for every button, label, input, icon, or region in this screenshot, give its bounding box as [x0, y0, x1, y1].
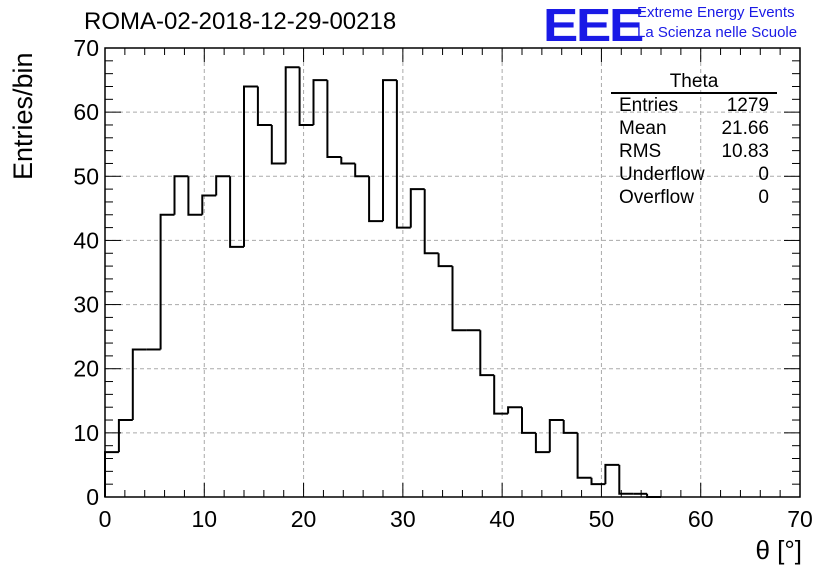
y-tick-label: 30	[73, 292, 99, 318]
eee-logo: EEE	[543, 0, 644, 51]
histogram-bin	[298, 67, 314, 126]
y-tick-label: 20	[73, 356, 99, 382]
stats-label: Entries	[619, 95, 679, 116]
histogram-bin	[354, 163, 370, 178]
stats-row-rms: RMS 10.83	[611, 140, 777, 163]
histogram-bin	[270, 124, 286, 165]
histogram-series	[104, 66, 661, 498]
stats-label: Overflow	[619, 187, 694, 208]
histogram-bin	[340, 157, 356, 165]
histogram-bin	[117, 419, 133, 453]
stats-label: Underflow	[619, 164, 705, 185]
org-name-line1: Extreme Energy Events	[637, 4, 795, 21]
histogram-bin	[507, 406, 522, 414]
histogram-bin	[395, 80, 411, 229]
histogram-bin	[534, 432, 550, 454]
histogram-bin	[576, 432, 592, 479]
histogram-bin	[284, 66, 300, 164]
histogram-bin	[201, 194, 217, 215]
stats-value: 10.83	[721, 141, 769, 162]
histogram-bin	[521, 407, 536, 434]
plot-frame	[104, 47, 801, 498]
org-name-line2: La Scienza nelle Scuole	[637, 24, 798, 41]
histogram-bin	[312, 79, 328, 125]
y-tick-label: 50	[73, 163, 99, 189]
x-tick-label: 40	[489, 506, 515, 532]
x-tick-label: 50	[589, 506, 615, 532]
stats-label: Mean	[619, 118, 667, 139]
stats-row-entries: Entries 1279	[611, 94, 777, 117]
histogram-bin	[173, 175, 189, 215]
histogram-bin	[604, 463, 620, 485]
histogram-bin	[423, 189, 439, 255]
histogram-bin	[229, 176, 244, 248]
x-tick-label: 70	[787, 506, 813, 532]
stats-value: 0	[758, 164, 769, 185]
histogram-bin	[451, 266, 467, 332]
stats-row-mean: Mean 21.66	[611, 117, 777, 140]
x-tick-label: 60	[688, 506, 714, 532]
histogram-bin	[215, 175, 231, 196]
histogram-bin	[548, 419, 564, 453]
stats-box: Theta Entries 1279 Mean 21.66 RMS 10.83 …	[611, 72, 777, 209]
histogram-bin	[479, 330, 495, 377]
stats-value: 0	[758, 187, 769, 208]
stats-value: 21.66	[721, 118, 769, 139]
histogram-bin	[618, 464, 634, 495]
run-title: ROMA-02-2018-12-29-00218	[84, 8, 397, 35]
stats-label: RMS	[619, 141, 662, 162]
stats-title: Theta	[611, 72, 777, 94]
histogram-bin	[187, 176, 203, 216]
histogram-bin	[493, 375, 509, 415]
histogram-bin	[562, 420, 578, 434]
y-tick-label: 10	[73, 420, 99, 446]
x-tick-label: 30	[390, 506, 416, 532]
histogram-bin	[131, 348, 147, 421]
histogram-bin	[326, 80, 342, 159]
stats-row-underflow: Underflow 0	[611, 163, 777, 186]
histogram-bin	[409, 188, 425, 228]
histogram-bin	[382, 79, 397, 222]
histogram-bin	[590, 477, 606, 486]
tick-labels: 0 10 20 30 40 50 60 70 0 10 20 30 40 50 60 70	[73, 35, 812, 532]
x-axis-label: θ [°]	[755, 535, 802, 565]
x-tick-label: 0	[99, 506, 112, 532]
stats-row-overflow: Overflow 0	[611, 186, 777, 209]
y-axis-label: Entries/bin	[8, 52, 38, 180]
y-tick-label: 0	[86, 484, 99, 510]
histogram-bin	[243, 85, 258, 247]
axis-ticks	[104, 47, 801, 498]
plot-frame-rect	[104, 47, 801, 498]
y-tick-label: 60	[73, 99, 99, 125]
y-tick-label: 40	[73, 227, 99, 253]
histogram-bin	[256, 86, 272, 126]
stats-value: 1279	[726, 95, 769, 116]
histogram-bin	[437, 253, 453, 268]
y-tick-label: 70	[73, 35, 99, 61]
x-tick-label: 10	[191, 506, 217, 532]
histogram-bin	[368, 176, 383, 223]
x-tick-label: 20	[291, 506, 317, 532]
histogram-bin	[159, 213, 175, 350]
